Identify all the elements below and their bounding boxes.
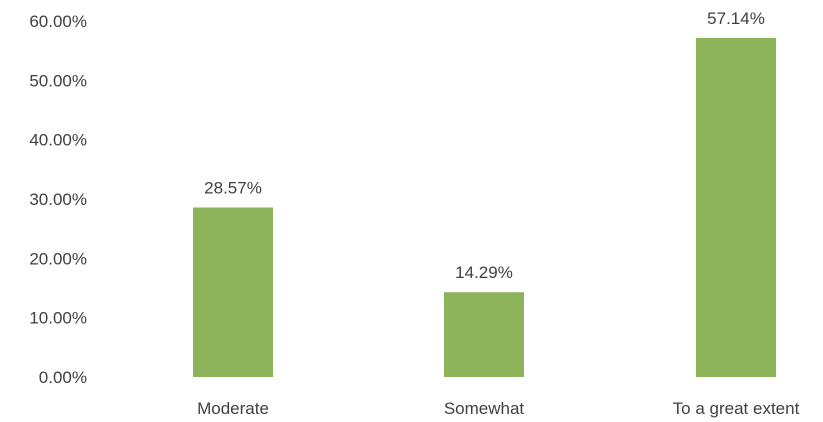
category-label-somewhat: Somewhat [444,399,525,418]
data-label-to-a-great-extent: 57.14% [707,9,765,28]
y-tick-label-0: 0.00% [39,368,87,387]
y-tick-label-20: 20.00% [29,249,87,268]
category-label-moderate: Moderate [197,399,269,418]
category-label-to-a-great-extent: To a great extent [673,399,800,418]
y-tick-label-60: 60.00% [29,12,87,31]
bar-somewhat [444,292,524,377]
data-label-somewhat: 14.29% [455,263,513,282]
y-tick-label-40: 40.00% [29,131,87,150]
bars [193,37,776,378]
y-tick-label-50: 50.00% [29,71,87,90]
data-label-moderate: 28.57% [204,178,262,197]
bar-moderate [193,207,273,377]
bar-to-a-great-extent [696,37,776,378]
x-axis: Moderate Somewhat To a great extent [197,399,800,418]
y-tick-label-30: 30.00% [29,190,87,209]
y-axis: 0.00% 10.00% 20.00% 30.00% 40.00% 50.00% 60.00… [29,12,87,387]
data-labels: 28.57% 14.29% 57.14% [204,9,765,282]
y-tick-label-10: 10.00% [29,309,87,328]
